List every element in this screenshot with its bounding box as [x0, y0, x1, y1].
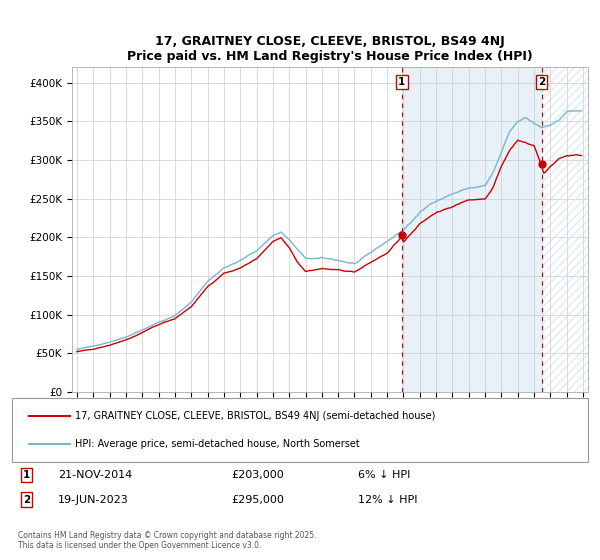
Text: HPI: Average price, semi-detached house, North Somerset: HPI: Average price, semi-detached house,… [76, 439, 360, 449]
Text: 17, GRAITNEY CLOSE, CLEEVE, BRISTOL, BS49 4NJ (semi-detached house): 17, GRAITNEY CLOSE, CLEEVE, BRISTOL, BS4… [76, 410, 436, 421]
Text: 6% ↓ HPI: 6% ↓ HPI [358, 470, 410, 480]
Bar [402, 67, 542, 392]
Text: 1: 1 [23, 470, 30, 480]
Text: 21-NOV-2014: 21-NOV-2014 [58, 470, 133, 480]
Text: 19-JUN-2023: 19-JUN-2023 [58, 494, 129, 505]
Bar [542, 67, 588, 392]
Text: 2: 2 [23, 494, 30, 505]
Text: £295,000: £295,000 [231, 494, 284, 505]
FancyBboxPatch shape [12, 398, 588, 462]
Text: 12% ↓ HPI: 12% ↓ HPI [358, 494, 417, 505]
Title: 17, GRAITNEY CLOSE, CLEEVE, BRISTOL, BS49 4NJ
Price paid vs. HM Land Registry's : 17, GRAITNEY CLOSE, CLEEVE, BRISTOL, BS4… [127, 35, 533, 63]
Text: Contains HM Land Registry data © Crown copyright and database right 2025.
This d: Contains HM Land Registry data © Crown c… [18, 531, 316, 550]
Text: 1: 1 [398, 77, 406, 87]
Bar [542, 67, 588, 392]
Text: 2: 2 [538, 77, 545, 87]
Text: £203,000: £203,000 [231, 470, 284, 480]
